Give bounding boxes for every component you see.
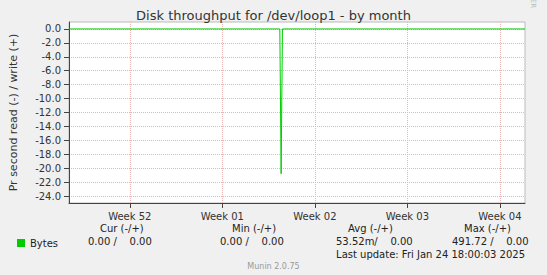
svg-text:Min (-/+): Min (-/+) <box>232 223 276 234</box>
svg-text:Disk throughput for /dev/loop1: Disk throughput for /dev/loop1 - by mont… <box>136 8 411 23</box>
svg-text:-6.0: -6.0 <box>41 65 61 76</box>
svg-text:491.72 / 0.00: 491.72 / 0.00 <box>452 236 529 247</box>
svg-text:Munin 2.0.75: Munin 2.0.75 <box>247 262 299 271</box>
svg-text:Bytes: Bytes <box>30 238 58 249</box>
svg-text:RRDTOOL / TOBI OETIKER: RRDTOOL / TOBI OETIKER <box>529 0 537 8</box>
svg-text:-20.0: -20.0 <box>35 163 61 174</box>
svg-text:Max (-/+): Max (-/+) <box>464 223 511 234</box>
svg-text:0.00 / 0.00: 0.00 / 0.00 <box>88 236 152 247</box>
svg-text:53.52m/ 0.00: 53.52m/ 0.00 <box>336 236 413 247</box>
svg-text:-14.0: -14.0 <box>35 121 61 132</box>
svg-text:Week 52: Week 52 <box>108 211 151 222</box>
svg-text:-18.0: -18.0 <box>35 149 61 160</box>
svg-text:0.00 / 0.00: 0.00 / 0.00 <box>220 236 284 247</box>
svg-text:0.0: 0.0 <box>45 23 61 34</box>
svg-text:-12.0: -12.0 <box>35 107 61 118</box>
svg-text:-16.0: -16.0 <box>35 135 61 146</box>
svg-text:Week 02: Week 02 <box>293 211 336 222</box>
svg-text:Cur (-/+): Cur (-/+) <box>100 223 144 234</box>
svg-text:-22.0: -22.0 <box>35 177 61 188</box>
svg-text:Avg (-/+): Avg (-/+) <box>348 223 393 234</box>
svg-text:Pr second read (-) / write (+): Pr second read (-) / write (+) <box>7 34 20 192</box>
svg-text:-2.0: -2.0 <box>41 37 61 48</box>
svg-text:-8.0: -8.0 <box>41 79 61 90</box>
svg-text:Week 01: Week 01 <box>201 211 244 222</box>
svg-text:Last update: Fri Jan 24 18:00:: Last update: Fri Jan 24 18:00:03 2025 <box>336 249 525 260</box>
svg-text:Week 03: Week 03 <box>386 211 429 222</box>
svg-text:-4.0: -4.0 <box>41 51 61 62</box>
svg-text:Week 04: Week 04 <box>478 211 521 222</box>
svg-text:-10.0: -10.0 <box>35 93 61 104</box>
svg-text:-24.0: -24.0 <box>35 191 61 202</box>
